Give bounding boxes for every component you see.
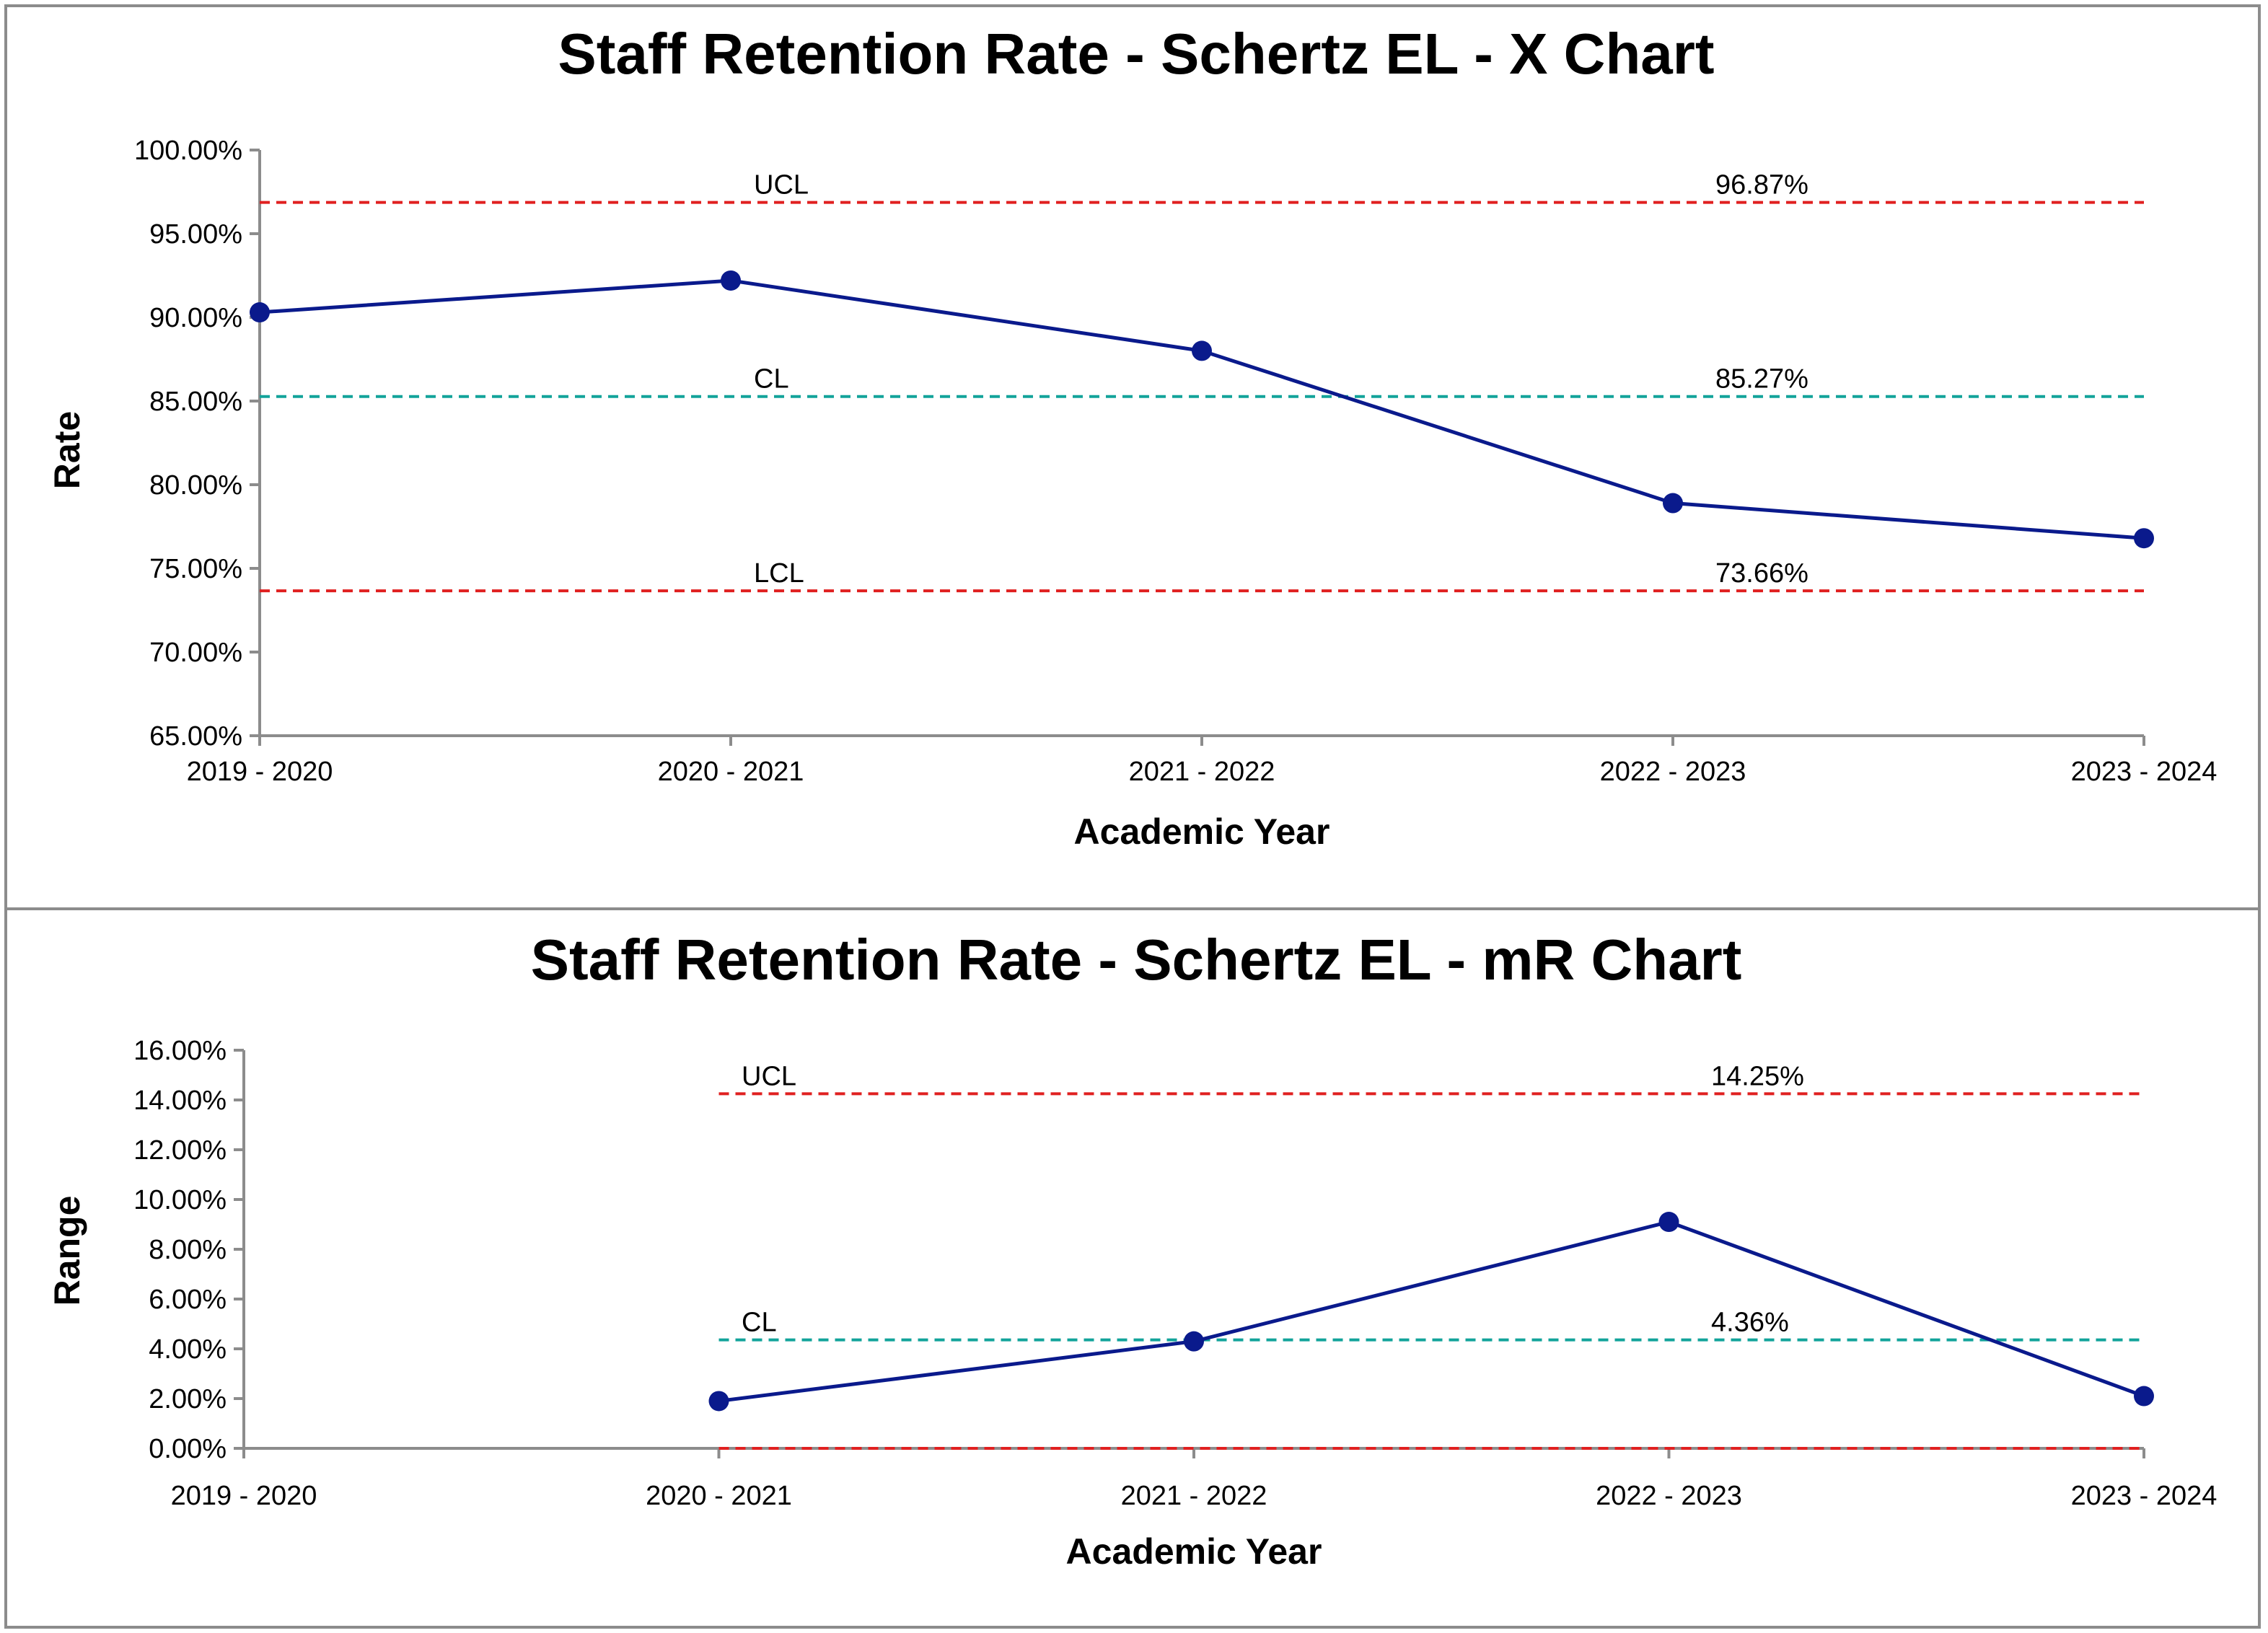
mr-chart-x-tick-label: 2021 - 2022: [1121, 1481, 1267, 1511]
x-chart-data-point: [1192, 340, 1212, 361]
mr-chart-y-axis-title: Range: [47, 1196, 87, 1306]
x-chart-title: Staff Retention Rate - Schertz EL - X Ch…: [558, 22, 1714, 86]
mr-chart-y-tick-label: 16.00%: [133, 1036, 227, 1066]
mr-chart-y-tick-label: 2.00%: [149, 1384, 227, 1414]
x-chart-panel: Staff Retention Rate - Schertz EL - X Ch…: [4, 4, 2261, 910]
mr-chart-y-tick-label: 14.00%: [133, 1086, 227, 1116]
x-chart-x-axis-title: Academic Year: [1074, 811, 1330, 852]
mr-chart-ucl-label: UCL: [742, 1061, 796, 1091]
x-chart-data-point: [1663, 493, 1683, 514]
mr-chart-x-tick-label: 2022 - 2023: [1596, 1481, 1742, 1511]
x-chart-y-tick-label: 80.00%: [149, 470, 242, 501]
x-chart-lcl-label: LCL: [754, 558, 804, 589]
x-chart-x-tick-label: 2023 - 2024: [2071, 757, 2218, 787]
x-chart-data-point: [250, 302, 270, 323]
mr-chart-title: Staff Retention Rate - Schertz EL - mR C…: [531, 928, 1742, 992]
mr-chart-data-point: [1184, 1331, 1204, 1352]
mr-chart-x-tick-label: 2019 - 2020: [171, 1481, 317, 1511]
x-chart-data-point: [721, 270, 741, 291]
x-chart: Staff Retention Rate - Schertz EL - X Ch…: [47, 22, 2218, 852]
mr-chart-x-tick-label: 2020 - 2021: [646, 1481, 792, 1511]
x-chart-data-point: [2134, 528, 2154, 549]
mr-chart-data-point: [1658, 1212, 1679, 1233]
x-chart-cl-value-label: 85.27%: [1715, 364, 1808, 395]
mr-chart-y-tick-label: 6.00%: [149, 1285, 227, 1315]
x-chart-y-tick-label: 100.00%: [134, 136, 242, 166]
mr-chart-data-point: [2134, 1386, 2154, 1407]
mr-chart-data-point: [708, 1391, 729, 1412]
x-chart-series-line: [259, 278, 2145, 540]
mr-chart-panel: Staff Retention Rate - Schertz EL - mR C…: [4, 907, 2261, 1629]
mr-chart-y-tick-label: 0.00%: [149, 1434, 227, 1464]
mr-chart-y-tick-label: 12.00%: [133, 1135, 227, 1166]
mr-chart: Staff Retention Rate - Schertz EL - mR C…: [47, 928, 2218, 1572]
mr-chart-y-tick-label: 4.00%: [149, 1334, 227, 1365]
x-chart-y-tick-label: 95.00%: [149, 219, 242, 250]
mr-chart-x-tick-label: 2023 - 2024: [2071, 1481, 2218, 1511]
x-chart-y-tick-label: 75.00%: [149, 554, 242, 584]
mr-chart-y-tick-label: 8.00%: [149, 1235, 227, 1265]
mr-chart-cl-value-label: 4.36%: [1711, 1308, 1789, 1338]
mr-chart-series-line: [718, 1220, 2145, 1403]
x-chart-x-tick-label: 2022 - 2023: [1600, 757, 1746, 787]
x-chart-y-tick-label: 65.00%: [149, 721, 242, 752]
x-chart-x-tick-label: 2019 - 2020: [187, 757, 333, 787]
x-chart-cl-label: CL: [754, 364, 789, 395]
x-chart-y-tick-label: 70.00%: [149, 638, 242, 668]
x-chart-y-tick-label: 90.00%: [149, 303, 242, 333]
mr-chart-x-axis-title: Academic Year: [1066, 1531, 1322, 1572]
mr-chart-cl-label: CL: [742, 1308, 777, 1338]
x-chart-x-tick-label: 2020 - 2021: [658, 757, 804, 787]
x-chart-y-tick-label: 85.00%: [149, 387, 242, 417]
x-chart-lcl-value-label: 73.66%: [1715, 558, 1808, 589]
mr-chart-y-tick-label: 10.00%: [133, 1185, 227, 1215]
x-chart-x-tick-label: 2021 - 2022: [1129, 757, 1275, 787]
x-chart-ucl-label: UCL: [754, 170, 809, 201]
x-chart-ucl-value-label: 96.87%: [1715, 170, 1808, 201]
x-chart-y-axis-title: Rate: [47, 411, 87, 489]
mr-chart-ucl-value-label: 14.25%: [1711, 1061, 1804, 1091]
